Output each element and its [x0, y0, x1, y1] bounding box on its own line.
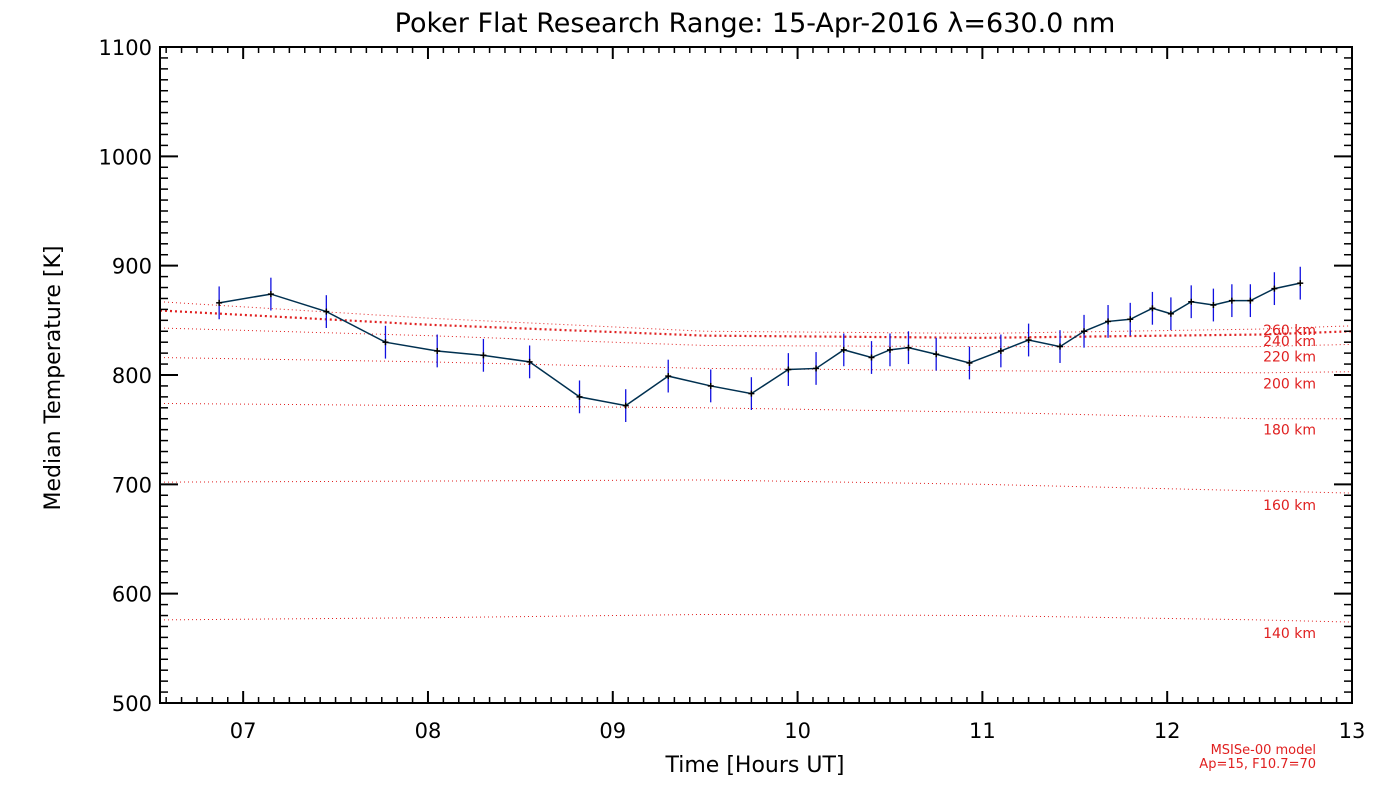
model-label-160-km: 160 km: [1263, 498, 1316, 514]
y-tick-label-900: 900: [112, 255, 152, 279]
series-line: [219, 282, 1301, 407]
model-curve-200-km: [159, 357, 1353, 374]
model-label-240-km: 240 km: [1263, 334, 1316, 350]
model-curve-240-km: [159, 309, 1353, 339]
model-curve-140-km: [159, 613, 1353, 623]
chart-title: Poker Flat Research Range: 15-Apr-2016 λ…: [395, 8, 1116, 39]
model-curve-260-km: [159, 301, 1353, 334]
model-curve-180-km: [159, 402, 1352, 420]
y-axis-label: Median Temperature [K]: [41, 246, 66, 511]
model-label-140-km: 140 km: [1263, 626, 1316, 642]
model-label-180-km: 180 km: [1263, 423, 1316, 439]
x-tick-label-11: 11: [969, 719, 996, 743]
y-tick-label-1100: 1100: [99, 36, 152, 60]
model-label-220-km: 220 km: [1263, 349, 1316, 365]
x-tick-label-08: 08: [415, 719, 442, 743]
model-curve-160-km: [159, 479, 1353, 494]
model-curve-220-km: [159, 327, 1353, 348]
axes: 07 08 09 10 11 12 13 500 600 700 800 900 1000 1100: [99, 36, 1366, 743]
plot-frame: [159, 46, 1353, 704]
x-tick-label-13: 13: [1339, 719, 1366, 743]
x-tick-label-10: 10: [784, 719, 811, 743]
y-tick-label-1000: 1000: [99, 145, 152, 169]
model-label-260-km: 260 km: [1263, 323, 1316, 339]
x-tick-label-12: 12: [1154, 719, 1181, 743]
x-tick-label-07: 07: [230, 719, 257, 743]
x-axis-label: Time [Hours UT]: [665, 753, 845, 778]
y-tick-label-700: 700: [112, 473, 152, 497]
model-note-line-2: Ap=15, F10.7=70: [1199, 757, 1316, 772]
model-note-line-1: MSISe-00 model: [1211, 743, 1316, 758]
model-label-200-km: 200 km: [1263, 377, 1316, 393]
x-tick-label-09: 09: [599, 719, 626, 743]
y-tick-label-600: 600: [112, 583, 152, 607]
y-tick-label-500: 500: [112, 692, 152, 716]
y-tick-label-800: 800: [112, 364, 152, 388]
data-series: [216, 266, 1304, 423]
